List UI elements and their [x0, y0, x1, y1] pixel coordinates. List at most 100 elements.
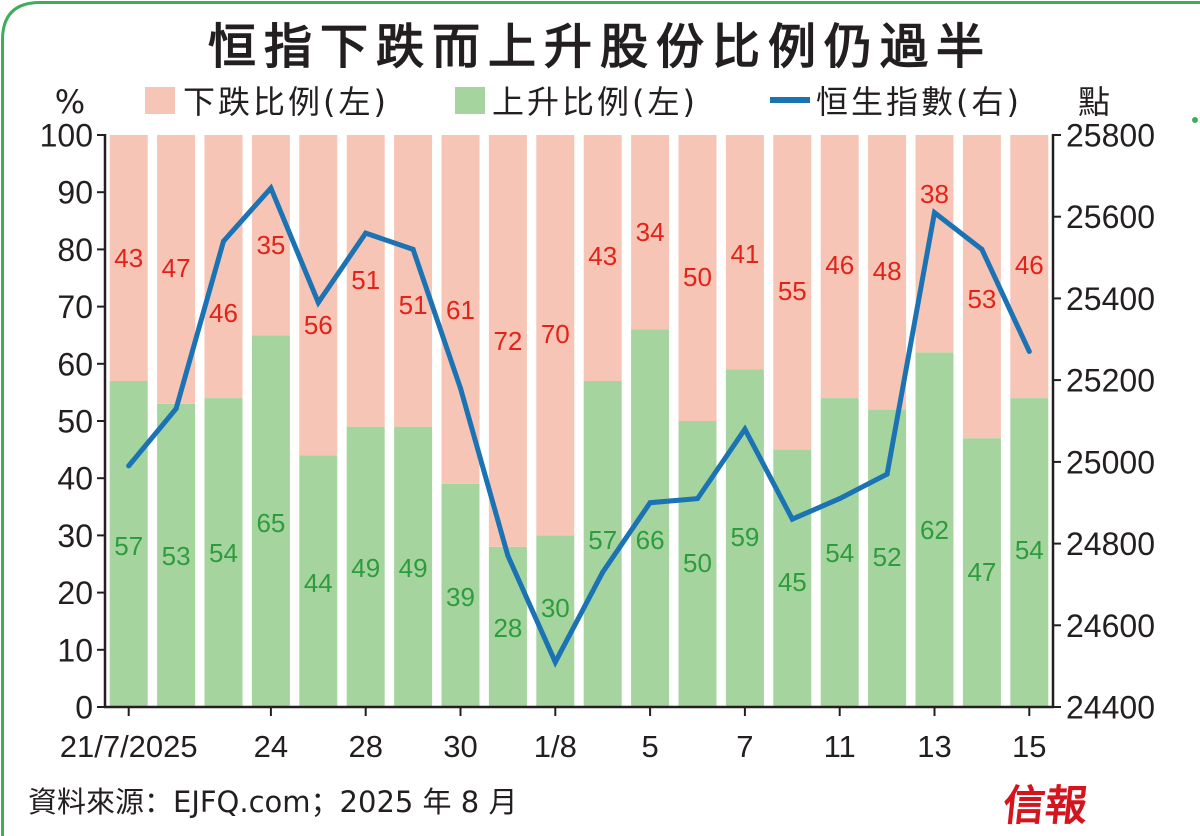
x-axis-ticks: 21/7/2025 24 28 30 1/8 5 7 11 13 15	[60, 707, 1047, 764]
rise-value-label: 45	[778, 567, 807, 597]
legend-label-hsi: 恒生指數(右)	[816, 83, 1022, 121]
rise-value-label: 65	[256, 508, 285, 538]
source-note: 資料來源：EJFQ.com；2025 年 8 月	[28, 785, 517, 819]
hsi-point	[695, 496, 700, 502]
right-axis-unit: 點	[1078, 83, 1110, 121]
left-axis-tick-label: 50	[57, 404, 93, 440]
decline-bar	[536, 135, 575, 536]
x-axis-tick-label: 15	[1012, 729, 1046, 764]
hsi-point	[600, 569, 606, 575]
hsi-point	[268, 185, 274, 191]
rise-bar	[109, 381, 148, 707]
hsi-point	[552, 659, 558, 665]
rise-bar	[868, 409, 907, 707]
rise-value-label: 39	[446, 582, 475, 612]
x-axis-tick-label: 7	[736, 729, 753, 764]
rise-value-label: 49	[399, 553, 428, 583]
hsi-point	[742, 426, 748, 432]
rise-value-label: 57	[588, 525, 617, 555]
x-axis-tick-label: 13	[917, 729, 951, 764]
decline-bar	[488, 135, 527, 547]
publisher-logo: 信報	[1001, 780, 1091, 830]
decline-value-label: 46	[1015, 250, 1044, 280]
rise-value-label: 59	[730, 522, 759, 552]
decline-bar	[725, 135, 764, 370]
rise-value-label: 44	[304, 568, 333, 598]
decline-value-label: 41	[730, 239, 759, 269]
rise-bar	[820, 398, 859, 707]
legend-item-decline: 下跌比例(左)	[145, 83, 386, 121]
rise-bar	[962, 438, 1001, 707]
rise-value-label: 54	[825, 538, 854, 568]
decline-bar	[915, 135, 954, 353]
hsi-point	[979, 246, 985, 252]
rise-bar	[488, 546, 527, 707]
right-axis-tick-label: 25400	[1066, 281, 1155, 317]
x-axis-tick-label: 1/8	[534, 729, 577, 764]
legend: 下跌比例(左) 上升比例(左) 恒生指數(右)	[145, 83, 1022, 121]
rise-value-label: 54	[209, 538, 238, 568]
decline-bar	[962, 135, 1001, 439]
rise-bar	[394, 426, 433, 707]
left-axis-tick-label: 40	[57, 461, 93, 497]
rise-value-label: 66	[636, 525, 665, 555]
left-axis-tick-label: 10	[57, 632, 93, 668]
decline-value-label: 46	[825, 250, 854, 280]
decline-value-label: 72	[493, 326, 522, 356]
rise-bar	[583, 381, 622, 707]
right-axis-tick-label: 25800	[1066, 118, 1155, 154]
decline-value-label: 43	[588, 241, 617, 271]
decline-value-label: 38	[920, 179, 949, 209]
rise-bar	[536, 535, 575, 707]
hsi-point	[505, 553, 511, 559]
left-axis-ticks: 0 10 20 30 40 50 60 70 80 90 100	[40, 118, 105, 726]
hsi-point	[789, 516, 795, 522]
hsi-point	[221, 238, 226, 244]
decline-value-label: 46	[209, 298, 238, 328]
rise-value-label: 54	[1015, 535, 1044, 565]
x-axis-tick-label: 5	[641, 729, 658, 764]
rise-value-label: 57	[114, 531, 143, 561]
data-labels: 43 47 46 35 56 51 51 61 72 70 43 34 50 41 55 46 48 38 53 46…	[114, 179, 1044, 643]
hsi-point	[410, 246, 416, 252]
hsi-point	[126, 463, 132, 469]
chart-title: 恒指下跌而上升股份比例仍過半	[208, 19, 992, 75]
decline-value-label: 35	[256, 230, 285, 260]
decline-value-label: 53	[967, 284, 996, 314]
rise-bar	[204, 398, 243, 707]
decline-bar	[583, 135, 622, 381]
rise-value-label: 30	[541, 593, 570, 623]
decline-value-label: 61	[446, 295, 475, 325]
left-axis-tick-label: 0	[75, 690, 93, 726]
decline-bar	[251, 135, 290, 336]
stacked-bars	[109, 135, 1049, 707]
decline-value-label: 51	[399, 290, 428, 320]
left-axis-tick-label: 30	[57, 518, 93, 554]
left-axis-tick-label: 60	[57, 346, 93, 382]
rise-bar	[678, 421, 717, 707]
legend-item-hsi: 恒生指數(右)	[770, 83, 1022, 121]
decline-value-label: 43	[114, 243, 143, 273]
rise-bar	[346, 426, 385, 707]
left-axis-tick-label: 20	[57, 575, 93, 611]
rise-value-label: 50	[683, 548, 712, 578]
x-axis-tick-label: 24	[254, 729, 288, 764]
hsi-point	[315, 300, 321, 305]
legend-swatch-rise	[455, 87, 485, 114]
rise-bar	[915, 352, 954, 707]
left-axis-tick-label: 80	[57, 232, 93, 268]
rise-value-label: 47	[967, 557, 996, 587]
hsi-point	[458, 385, 463, 391]
right-axis-tick-label: 25600	[1066, 199, 1155, 235]
frame-edge-dot	[1192, 117, 1198, 123]
x-axis-tick-label: 28	[348, 729, 382, 764]
right-axis-ticks: 24400 24600 24800 25000 25200 25400 25600 25800	[1053, 118, 1155, 726]
hsi-point	[363, 230, 369, 236]
decline-value-label: 34	[636, 217, 665, 247]
rise-value-label: 52	[873, 542, 902, 572]
decline-bar	[631, 135, 670, 330]
decline-bar	[204, 135, 243, 399]
